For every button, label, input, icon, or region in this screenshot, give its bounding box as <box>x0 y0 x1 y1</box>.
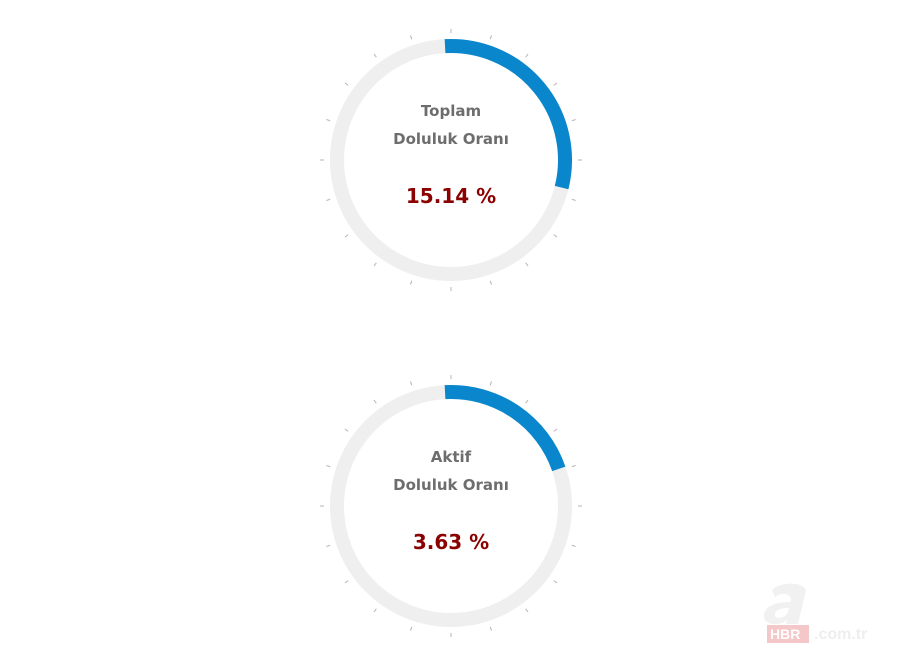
gauge-tick <box>525 608 529 613</box>
gauge-tick <box>344 428 349 432</box>
gauge-tick <box>571 119 576 122</box>
gauge-tick <box>571 198 576 201</box>
gauge-aktif: Aktif Doluluk Oranı 3.63 % <box>320 375 582 637</box>
gauge-tick <box>410 381 413 386</box>
gauge-tick <box>553 428 558 432</box>
gauge-tick <box>553 580 558 584</box>
gauge-tick <box>571 544 576 547</box>
svg-text:.com.tr: .com.tr <box>814 626 867 643</box>
gauge-tick <box>525 262 529 267</box>
gauge-tick <box>326 544 331 547</box>
gauge-toplam: Toplam Doluluk Oranı 15.14 % <box>320 29 582 291</box>
gauge-tick <box>373 608 377 613</box>
gauge-tick <box>489 280 492 285</box>
gauge-tick <box>326 198 331 201</box>
gauge-ring <box>320 29 582 291</box>
gauge-tick <box>344 580 349 584</box>
gauge-tick <box>373 399 377 404</box>
gauge-title-line2: Doluluk Oranı <box>393 130 509 148</box>
gauge-tick <box>489 381 492 386</box>
gauge-title-line1: Aktif <box>430 448 472 466</box>
gauge-fill-arc <box>444 39 572 190</box>
gauge-ring <box>320 375 582 637</box>
gauge-title-line2: Doluluk Oranı <box>393 476 509 494</box>
gauge-fill-arc <box>444 385 566 472</box>
gauge-tick <box>525 53 529 58</box>
gauge-tick <box>326 465 331 468</box>
logo-a-shape <box>764 583 806 625</box>
gauge-title-line1: Toplam <box>420 102 482 120</box>
gauge-tick <box>410 280 413 285</box>
gauge-tick <box>489 35 492 40</box>
gauge-tick <box>410 35 413 40</box>
gauge-tick <box>571 465 576 468</box>
gauge-tick <box>489 626 492 631</box>
gauge-tick <box>344 82 349 86</box>
gauge-value: 15.14 % <box>405 184 497 208</box>
gauge-tick <box>326 119 331 122</box>
gauge-tick <box>373 262 377 267</box>
hbr-logo-watermark: HBR .com.tr <box>764 583 867 643</box>
gauge-tick <box>410 626 413 631</box>
gauge-tick <box>373 53 377 58</box>
svg-text:HBR: HBR <box>770 626 800 642</box>
gauge-tick <box>553 234 558 238</box>
gauge-tick <box>553 82 558 86</box>
gauge-tick <box>344 234 349 238</box>
gauge-tick <box>525 399 529 404</box>
gauge-value: 3.63 % <box>412 530 490 554</box>
